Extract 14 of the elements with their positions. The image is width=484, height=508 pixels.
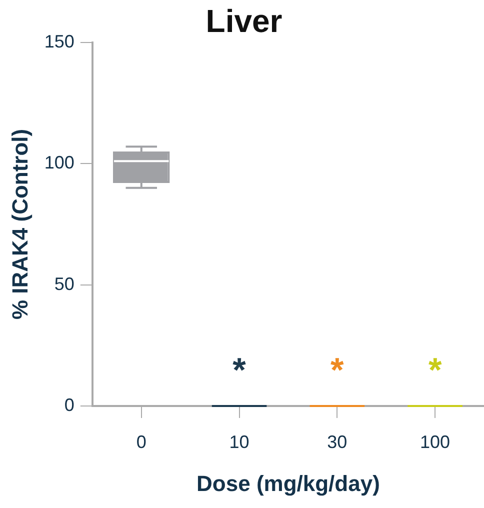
y-tick-label: 100: [44, 152, 74, 173]
x-tick-label: 100: [420, 432, 450, 452]
annotation: *: [428, 351, 442, 390]
annotation: *: [330, 351, 345, 390]
y-axis-title: % IRAK4 (Control): [7, 128, 32, 320]
x-tick-label: 10: [229, 432, 250, 452]
y-tick-label: 0: [64, 394, 74, 415]
x-tick-label: 0: [136, 432, 146, 452]
y-tick-label: 150: [44, 31, 74, 52]
x-axis-title: Dose (mg/kg/day): [196, 470, 380, 496]
annotation: *: [232, 351, 247, 390]
x-tick-label: 30: [327, 432, 348, 452]
y-tick-label: 50: [54, 274, 74, 294]
chart-title: Liver: [206, 3, 282, 40]
